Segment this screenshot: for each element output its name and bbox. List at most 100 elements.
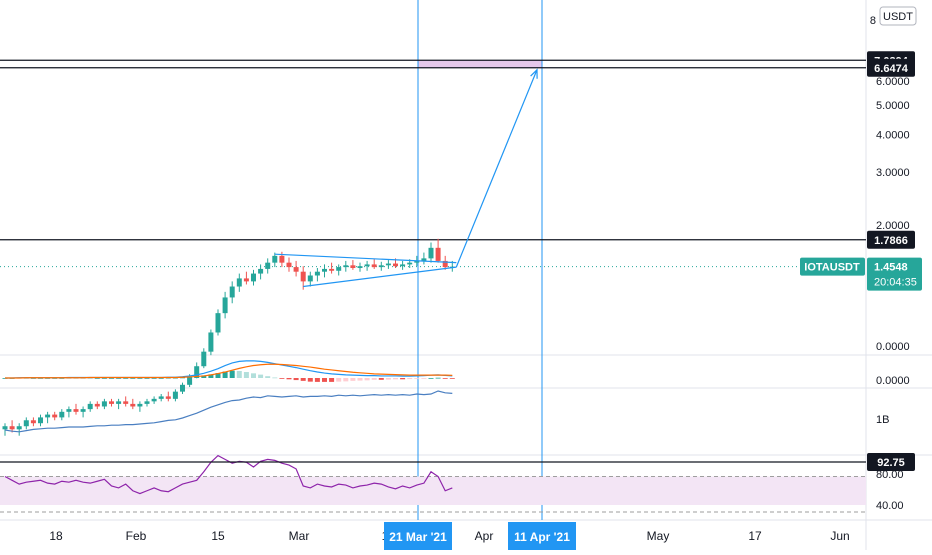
candle[interactable]	[300, 271, 306, 282]
candle[interactable]	[137, 403, 143, 407]
macd-histogram-bar[interactable]	[59, 378, 65, 379]
macd-histogram-bar[interactable]	[45, 378, 51, 379]
macd-histogram-bar[interactable]	[414, 378, 420, 379]
macd-histogram-bar[interactable]	[393, 378, 398, 380]
candle[interactable]	[378, 265, 384, 268]
macd-histogram-bar[interactable]	[137, 378, 143, 379]
candle[interactable]	[130, 403, 136, 407]
currency-box[interactable]	[879, 6, 917, 26]
candle[interactable]	[414, 260, 420, 263]
candle[interactable]	[187, 376, 193, 385]
macd-histogram-bar[interactable]	[421, 378, 427, 379]
candle[interactable]	[407, 262, 413, 265]
candle[interactable]	[9, 426, 15, 430]
candle[interactable]	[109, 401, 114, 404]
macd-histogram-bar[interactable]	[272, 377, 278, 379]
candle[interactable]	[329, 268, 335, 271]
candle[interactable]	[293, 267, 299, 272]
macd-histogram-bar[interactable]	[109, 378, 114, 379]
candle[interactable]	[229, 286, 235, 298]
candle[interactable]	[30, 420, 36, 424]
candle[interactable]	[59, 411, 65, 418]
macd-histogram-bar[interactable]	[130, 378, 136, 379]
macd-histogram-bar[interactable]	[52, 378, 58, 379]
macd-histogram-bar[interactable]	[258, 374, 264, 378]
macd-histogram-bar[interactable]	[293, 378, 299, 381]
candle[interactable]	[123, 401, 129, 404]
macd-histogram-bar[interactable]	[194, 376, 200, 378]
candle[interactable]	[87, 403, 93, 410]
rsi-line[interactable]	[4, 454, 453, 495]
target-zone[interactable]	[418, 60, 542, 68]
macd-histogram-bar[interactable]	[229, 370, 235, 378]
candle[interactable]	[94, 403, 100, 407]
candle[interactable]	[265, 262, 271, 269]
macd-histogram-bar[interactable]	[343, 378, 349, 382]
macd-histogram-bar[interactable]	[265, 376, 271, 378]
macd-histogram-bar[interactable]	[38, 378, 43, 379]
candle[interactable]	[314, 271, 320, 276]
macd-histogram-bar[interactable]	[251, 373, 256, 378]
macd-histogram-bar[interactable]	[428, 378, 434, 379]
candle[interactable]	[385, 263, 391, 266]
candle[interactable]	[307, 275, 313, 282]
candle[interactable]	[364, 264, 370, 267]
macd-histogram-bar[interactable]	[215, 373, 221, 378]
macd-histogram-bar[interactable]	[442, 378, 448, 379]
candle[interactable]	[144, 401, 150, 404]
macd-histogram-bar[interactable]	[243, 372, 249, 378]
macd-histogram-bar[interactable]	[314, 378, 320, 382]
candle[interactable]	[236, 278, 242, 287]
candle[interactable]	[165, 396, 171, 399]
macd-histogram-bar[interactable]	[385, 378, 391, 380]
candle[interactable]	[258, 268, 264, 274]
candle[interactable]	[158, 396, 164, 399]
macd-histogram-bar[interactable]	[307, 378, 313, 382]
macd-histogram-bar[interactable]	[158, 378, 164, 379]
macd-histogram-bar[interactable]	[407, 378, 413, 380]
macd-histogram-bar[interactable]	[400, 378, 406, 380]
candle[interactable]	[243, 278, 249, 282]
projection-arrow[interactable]	[455, 69, 538, 268]
macd-histogram-bar[interactable]	[201, 375, 207, 378]
macd-line[interactable]	[5, 360, 453, 379]
macd-histogram-bar[interactable]	[336, 378, 342, 382]
signal-line[interactable]	[5, 363, 453, 379]
candle[interactable]	[251, 273, 256, 282]
macd-histogram-bar[interactable]	[357, 378, 363, 381]
macd-histogram-bar[interactable]	[236, 370, 242, 378]
candle[interactable]	[73, 409, 79, 412]
candle[interactable]	[286, 262, 292, 268]
candle[interactable]	[393, 263, 398, 267]
candle[interactable]	[208, 332, 214, 352]
time-highlight-tag[interactable]	[384, 522, 452, 550]
macd-histogram-bar[interactable]	[208, 374, 214, 378]
candle[interactable]	[52, 414, 58, 418]
macd-histogram-bar[interactable]	[23, 378, 29, 379]
triangle-upper-line[interactable]	[274, 253, 457, 264]
triangle-lower-line[interactable]	[303, 266, 457, 288]
macd-histogram-bar[interactable]	[449, 378, 455, 379]
candle[interactable]	[194, 366, 200, 377]
candle[interactable]	[151, 398, 157, 402]
macd-histogram-bar[interactable]	[165, 377, 171, 379]
macd-histogram-bar[interactable]	[371, 378, 377, 380]
candle[interactable]	[101, 401, 107, 407]
macd-histogram-bar[interactable]	[101, 378, 107, 379]
last-price-tag[interactable]	[867, 257, 922, 291]
candle[interactable]	[442, 260, 448, 268]
candle[interactable]	[180, 384, 185, 392]
volume-line[interactable]	[4, 390, 453, 433]
candle[interactable]	[222, 297, 228, 314]
candle[interactable]	[371, 264, 377, 268]
candle[interactable]	[350, 265, 356, 269]
macd-histogram-bar[interactable]	[151, 378, 157, 379]
macd-histogram-bar[interactable]	[322, 378, 327, 382]
symbol-tag[interactable]	[800, 257, 865, 276]
candle[interactable]	[38, 417, 43, 424]
macd-histogram-bar[interactable]	[180, 377, 185, 379]
candle[interactable]	[66, 409, 72, 412]
candle[interactable]	[172, 391, 178, 399]
candle[interactable]	[428, 247, 434, 259]
